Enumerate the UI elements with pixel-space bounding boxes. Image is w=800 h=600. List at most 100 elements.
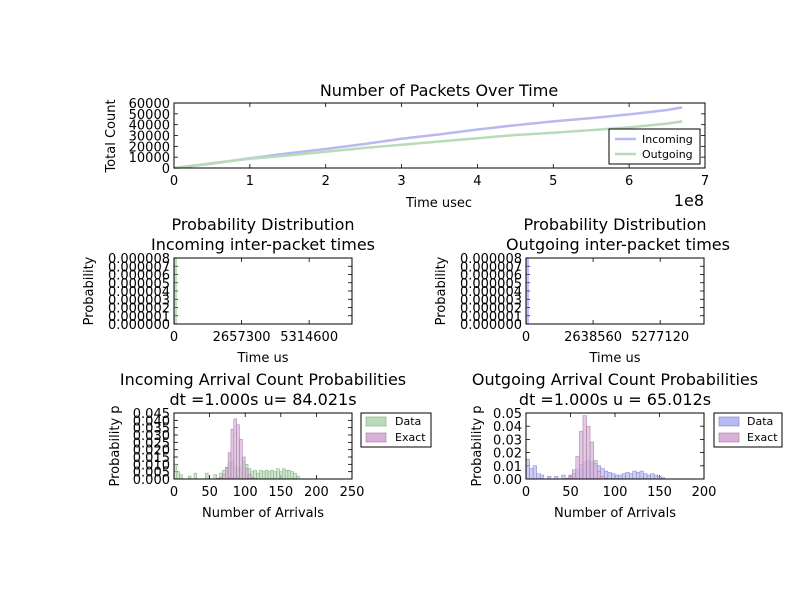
legend: Data Exact (360, 412, 432, 448)
histogram-bar-data (607, 472, 612, 480)
histogram-bar-data (650, 473, 655, 480)
y-axis-label: Probability (434, 256, 449, 325)
histogram-bar-data (643, 473, 648, 480)
histogram-bar-data (290, 471, 294, 480)
y-axis-label: Probability (82, 256, 97, 325)
x-tick-label: 5 (549, 174, 557, 189)
x-tick-label: 7 (701, 174, 709, 189)
histogram-bar-exact (244, 468, 249, 480)
histogram-bar-exact (572, 469, 577, 480)
chart-subtitle: Outgoing inter-packet times (506, 235, 730, 254)
histogram-bar-data (618, 474, 623, 480)
y-tick-label: 0.000001 (108, 310, 170, 325)
x-tick-label: 6 (625, 174, 633, 189)
plot-area: 0 2657300 53146000.0000000.0000010.0000020… (108, 252, 353, 345)
y-tick-label: 0.00 (493, 473, 522, 488)
histogram-bar-exact (593, 460, 598, 480)
legend-label-data: Data (395, 415, 421, 428)
histogram-bar (174, 258, 177, 324)
plot-frame (173, 102, 706, 169)
histogram-bar-exact (579, 431, 584, 480)
y-tick-label: 30000 (129, 130, 170, 145)
chart-subtitle: dt =1.000s u = 65.012s (519, 390, 711, 409)
histogram-bar-data (525, 458, 530, 480)
histogram-bar-data (604, 470, 609, 480)
histogram-bar-data (621, 473, 626, 480)
histogram-bar-data (213, 474, 217, 480)
histogram-bar (526, 258, 529, 324)
y-tick-label: 0.000 (133, 473, 170, 488)
x-tick-label: 0 (170, 485, 178, 500)
histogram-bar-data (279, 471, 283, 480)
y-tick-label: 0 (162, 162, 170, 177)
legend-swatch-data (365, 416, 387, 427)
x-axis-label: Time us (237, 351, 289, 366)
legend: Incoming Outgoing (608, 128, 701, 165)
y-tick-label: 0.015 (133, 451, 170, 466)
legend-box (608, 128, 701, 165)
histogram-bar-data (259, 469, 263, 480)
chart-title: Incoming Arrival Count Probabilities (120, 370, 406, 389)
plot-frame (525, 412, 705, 480)
y-tick-label: 60000 (129, 97, 170, 112)
chart-title: Number of Packets Over Time (320, 81, 558, 100)
histogram-bar-exact (596, 470, 602, 480)
legend-label-incoming: Incoming (642, 133, 693, 146)
y-tick-label: 0.000005 (108, 277, 170, 292)
histogram-bar-data (276, 468, 280, 480)
y-tick-label: 0.040 (133, 414, 170, 429)
x-tick-label: 0 (170, 174, 178, 189)
x-axis-label: Time usec (405, 196, 472, 211)
histogram-bar-exact (225, 467, 229, 480)
histogram-bar-data (253, 469, 257, 480)
histogram-bar-exact (589, 441, 594, 480)
x-tick-label: 200 (692, 485, 717, 500)
incoming-arrival-count-chart: Incoming Arrival Count Probabilities dt … (108, 370, 432, 521)
y-tick-label: 0.000005 (460, 277, 522, 292)
histogram-bar-exact (247, 474, 252, 480)
x-tick-label: 0 (522, 485, 530, 500)
histogram-bar-exact (575, 456, 580, 480)
x-tick-label: 0 (522, 330, 530, 345)
y-tick-label: 50000 (129, 108, 170, 123)
histogram-bar-data (628, 473, 634, 480)
y-tick-label: 0.000008 (460, 252, 522, 267)
histogram-bar-data (176, 471, 180, 480)
y-tick-label: 0.000003 (108, 293, 170, 308)
histogram-bar-data (646, 474, 651, 480)
x-tick-label: 250 (340, 485, 365, 500)
x-tick-label: 150 (647, 485, 672, 500)
x-tick-label: 100 (233, 485, 258, 500)
y-tick-label: 0.000007 (108, 260, 170, 275)
histogram-bar-exact (586, 425, 591, 480)
histogram-bar-data (536, 473, 541, 480)
legend-label-exact: Exact (747, 431, 778, 444)
histogram-bar-data (284, 469, 289, 480)
histogram-bar-exact (227, 452, 232, 480)
plot-frame (173, 257, 353, 325)
histogram-bar-data (529, 468, 534, 480)
x-tick-label: 3 (397, 174, 405, 189)
legend-swatch-data (718, 416, 740, 427)
y-tick-label: 0.000006 (460, 269, 522, 284)
y-tick-label: 0.045 (133, 407, 170, 422)
x-axis-label: Number of Arrivals (554, 506, 676, 521)
y-tick-label: 0.000002 (460, 302, 522, 317)
histogram-bar-data (532, 465, 537, 480)
y-tick-label: 0.020 (133, 444, 170, 459)
plot-area: 0 50 100 150 200 0.000.010.020.030.040.05 (493, 407, 716, 500)
legend-label-exact: Exact (395, 431, 426, 444)
outgoing-arrival-count-chart: Outgoing Arrival Count Probabilities dt … (470, 370, 783, 521)
x-tick-label: 1 (246, 174, 254, 189)
histogram-bar-data (270, 469, 274, 480)
x-tick-label: 2 (322, 174, 330, 189)
y-axis-label: Probability p (108, 405, 123, 486)
histogram-bar-data (614, 474, 619, 480)
x-tick-label: 100 (603, 485, 628, 500)
histogram-bar-data (281, 468, 286, 480)
y-tick-label: 0.005 (133, 466, 170, 481)
y-tick-label: 0.000000 (460, 318, 522, 333)
chart-title: Outgoing Arrival Count Probabilities (472, 370, 758, 389)
chart-title: Probability Distribution (171, 215, 354, 234)
